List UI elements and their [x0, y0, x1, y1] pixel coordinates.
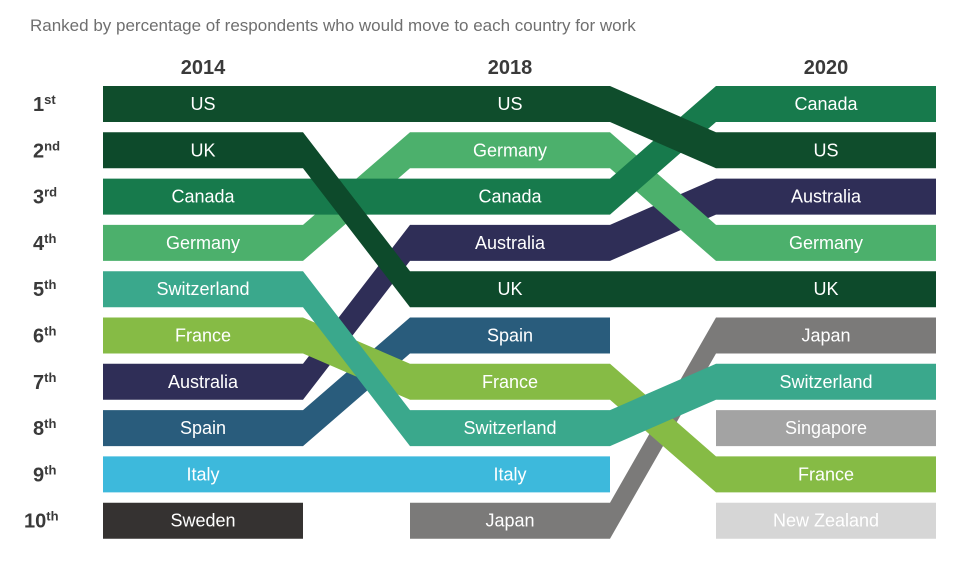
ribbon-australia: [103, 178, 936, 400]
bar-label-australia-2018: Australia: [475, 233, 546, 253]
bar-label-france-2020: France: [798, 464, 854, 484]
bar-label-switzerland-2020: Switzerland: [779, 372, 872, 392]
bar-label-germany-2014: Germany: [166, 233, 240, 253]
rank-label-9: 9th: [33, 462, 56, 486]
ribbon-uk: [103, 132, 936, 308]
bar-label-sweden-2014: Sweden: [170, 511, 235, 531]
rank-label-8: 8th: [33, 416, 56, 440]
ribbon-canada: [103, 86, 936, 215]
bar-label-italy-2014: Italy: [186, 464, 219, 484]
bar-label-france-2018: France: [482, 372, 538, 392]
ribbon-singapore: [716, 410, 936, 447]
bar-label-spain-2018: Spain: [487, 326, 533, 346]
bar-label-canada-2020: Canada: [794, 94, 858, 114]
bar-label-switzerland-2018: Switzerland: [463, 418, 556, 438]
ribbon-germany: [103, 132, 936, 261]
bar-label-uk-2014: UK: [190, 140, 215, 160]
bar-label-italy-2018: Italy: [493, 464, 526, 484]
rank-label-5: 5th: [33, 277, 56, 301]
bar-label-spain-2014: Spain: [180, 418, 226, 438]
bar-label-us-2014: US: [190, 94, 215, 114]
bar-label-germany-2020: Germany: [789, 233, 863, 253]
bar-label-singapore-2020: Singapore: [785, 418, 867, 438]
rank-label-7: 7th: [33, 370, 56, 394]
bar-label-us-2018: US: [497, 94, 522, 114]
bar-label-france-2014: France: [175, 326, 231, 346]
rank-label-6: 6th: [33, 324, 56, 348]
bar-label-canada-2014: Canada: [171, 187, 235, 207]
chart-subtitle: Ranked by percentage of respondents who …: [30, 16, 636, 35]
bar-labels: New Zealand Singapore Japan Japan Sweden Ital…: [156, 94, 879, 531]
bar-label-japan-2020: Japan: [801, 326, 850, 346]
ribbons: [103, 86, 936, 539]
rank-label-3: 3rd: [33, 185, 57, 209]
bar-label-canada-2018: Canada: [478, 187, 542, 207]
year-label-2018: 2018: [488, 57, 533, 79]
bar-label-switzerland-2014: Switzerland: [156, 279, 249, 299]
bar-label-us-2020: US: [813, 140, 838, 160]
rank-labels: 1st 2nd 3rd 4th 5th 6th 7th 8th 9th 10th: [24, 92, 60, 533]
ribbon-new-zealand: [716, 502, 936, 539]
rank-label-10: 10th: [24, 509, 59, 533]
rank-label-4: 4th: [33, 231, 56, 255]
bar-label-japan-2018: Japan: [485, 511, 534, 531]
rank-label-2: 2nd: [33, 138, 60, 162]
bar-label-new-zealand-2020: New Zealand: [773, 511, 879, 531]
year-label-2014: 2014: [181, 57, 226, 79]
bar-label-germany-2018: Germany: [473, 140, 547, 160]
ribbon-france: [103, 317, 936, 493]
ribbon-switzerland: [103, 271, 936, 447]
rank-label-1: 1st: [33, 92, 56, 116]
bar-label-australia-2014: Australia: [168, 372, 239, 392]
bar-label-uk-2018: UK: [497, 279, 522, 299]
ribbon-us: [103, 86, 936, 169]
bar-label-australia-2020: Australia: [791, 187, 862, 207]
ribbon-spain: [103, 317, 610, 447]
ribbon-italy: [103, 456, 610, 493]
bar-label-uk-2020: UK: [813, 279, 838, 299]
year-label-2020: 2020: [804, 57, 849, 79]
ribbon-sweden: [103, 502, 303, 539]
year-labels: 2014 2018 2020: [181, 57, 849, 79]
